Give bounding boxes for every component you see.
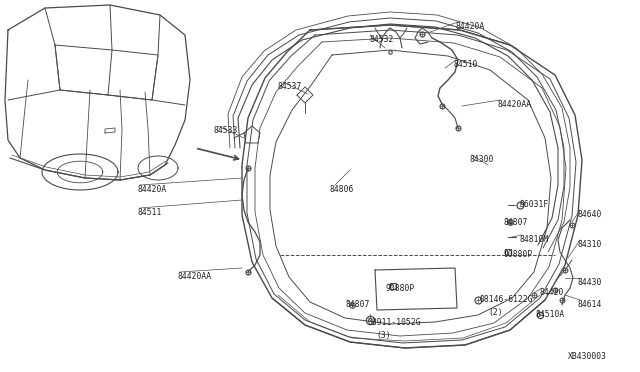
Text: 84532: 84532: [370, 35, 394, 44]
Text: 84614: 84614: [578, 300, 602, 309]
Text: 84420: 84420: [540, 288, 564, 297]
Text: 84420A: 84420A: [455, 22, 484, 31]
Text: 84640: 84640: [578, 210, 602, 219]
Text: 90880P: 90880P: [503, 250, 532, 259]
Text: 84807: 84807: [345, 300, 369, 309]
Text: 84807: 84807: [504, 218, 529, 227]
Text: 84510: 84510: [453, 60, 477, 69]
Text: 84420AA: 84420AA: [178, 272, 212, 281]
Text: 08146-6122G: 08146-6122G: [480, 295, 534, 304]
Text: (3): (3): [376, 331, 390, 340]
Text: 90880P: 90880P: [386, 284, 415, 293]
Text: N: N: [368, 317, 372, 323]
Text: 84511: 84511: [138, 208, 163, 217]
Text: 84533: 84533: [213, 126, 237, 135]
Text: 96031F: 96031F: [520, 200, 549, 209]
Text: 84510A: 84510A: [536, 310, 565, 319]
Text: 84810M: 84810M: [520, 235, 549, 244]
Text: 84537: 84537: [278, 82, 302, 91]
Text: 08911-1052G: 08911-1052G: [368, 318, 422, 327]
Text: 84420AA: 84420AA: [498, 100, 532, 109]
Text: 84300: 84300: [470, 155, 494, 164]
Text: (2): (2): [488, 308, 502, 317]
Text: 84420A: 84420A: [138, 185, 167, 194]
Text: 84310: 84310: [578, 240, 602, 249]
Text: 84806: 84806: [330, 185, 355, 194]
Text: 84430: 84430: [578, 278, 602, 287]
Text: XB430003: XB430003: [568, 352, 607, 361]
